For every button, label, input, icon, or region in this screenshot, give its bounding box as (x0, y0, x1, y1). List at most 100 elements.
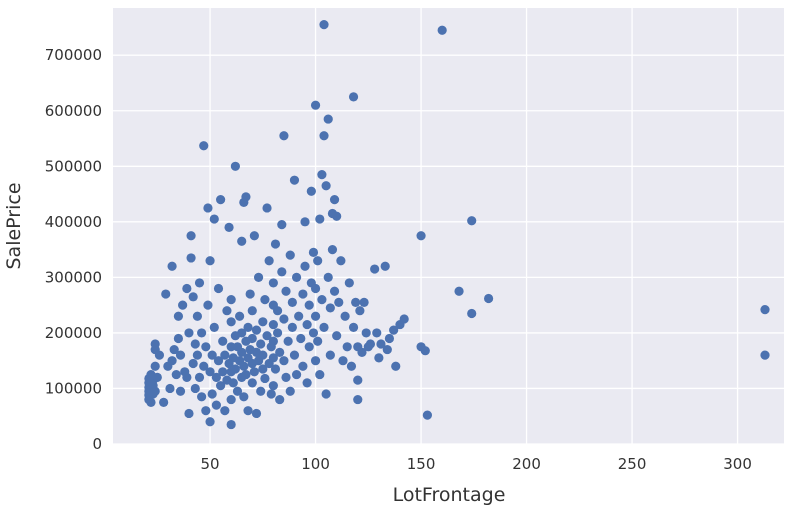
data-point (275, 394, 285, 405)
data-point (454, 286, 464, 296)
data-point (226, 342, 236, 352)
data-point (296, 333, 306, 344)
data-point (760, 350, 770, 360)
data-point (239, 392, 249, 402)
data-point (167, 356, 177, 366)
data-point (182, 283, 192, 294)
data-point (203, 203, 213, 213)
x-tick-label: 50 (201, 455, 220, 473)
data-point (256, 386, 266, 396)
data-point (226, 294, 236, 305)
data-point (327, 245, 338, 255)
data-point (230, 364, 240, 374)
data-point (247, 378, 257, 388)
data-point (365, 339, 376, 349)
data-point (237, 347, 247, 357)
data-point (355, 306, 365, 316)
data-point (291, 272, 302, 282)
data-point (281, 372, 291, 382)
data-point (298, 361, 308, 371)
data-point (315, 369, 325, 380)
data-point (268, 278, 278, 288)
data-point (175, 350, 186, 360)
data-point (467, 216, 477, 226)
data-point (197, 328, 207, 338)
y-tick-label: 700000 (45, 46, 102, 64)
data-point (251, 408, 262, 419)
data-point (207, 389, 217, 399)
data-point (258, 317, 268, 327)
data-point (220, 350, 230, 360)
data-point (329, 286, 340, 296)
data-point (353, 375, 363, 385)
x-tick-label: 150 (407, 455, 436, 473)
data-point (192, 350, 203, 360)
data-point (437, 25, 447, 35)
grid-lines (113, 8, 784, 445)
data-point (243, 322, 253, 332)
data-point (270, 239, 281, 249)
data-point (222, 306, 232, 316)
x-axis-label: LotFrontage (393, 484, 506, 506)
data-point (226, 317, 236, 327)
data-point (310, 283, 321, 294)
data-point (173, 311, 184, 321)
data-point (353, 394, 363, 405)
data-point (300, 217, 310, 227)
data-point (232, 386, 243, 396)
data-point (241, 192, 251, 202)
data-point (285, 250, 295, 260)
data-point (190, 383, 200, 394)
data-point (315, 214, 325, 224)
data-point (329, 195, 340, 205)
data-point (308, 247, 319, 257)
data-point (313, 256, 323, 266)
data-point (226, 419, 236, 430)
data-point (247, 333, 257, 344)
data-point (279, 131, 289, 141)
data-point (370, 264, 380, 274)
data-point (351, 297, 361, 307)
data-point (346, 361, 357, 371)
data-point (173, 333, 184, 344)
data-point (334, 297, 344, 307)
data-point (188, 358, 198, 369)
data-point (184, 408, 194, 419)
data-point (199, 141, 209, 151)
data-point (201, 342, 211, 352)
data-point (344, 278, 354, 288)
data-point (207, 350, 217, 360)
data-point (281, 286, 291, 296)
data-point (422, 410, 432, 420)
data-point (279, 314, 289, 324)
data-point (213, 283, 224, 294)
data-point (382, 344, 392, 355)
data-point (199, 361, 209, 371)
y-axis-label: SalePrice (3, 182, 25, 269)
data-point (268, 353, 278, 363)
data-point (182, 372, 192, 382)
data-point (216, 381, 226, 391)
data-point (264, 256, 274, 266)
data-point (216, 195, 226, 205)
data-point (245, 289, 255, 299)
y-tick-label: 0 (92, 435, 102, 453)
data-point (298, 289, 308, 299)
data-point (287, 297, 297, 307)
data-point (266, 389, 276, 399)
data-point (289, 350, 300, 360)
data-point (218, 367, 228, 377)
data-point (260, 294, 270, 305)
data-point (308, 328, 319, 338)
data-point (372, 328, 382, 338)
data-point (289, 175, 300, 185)
y-tick-label: 600000 (45, 102, 102, 120)
data-point (211, 400, 221, 410)
data-point (317, 170, 327, 180)
data-point (262, 331, 272, 341)
data-point (374, 353, 384, 363)
data-point (213, 356, 224, 366)
data-point (171, 369, 181, 380)
x-tick-label: 250 (618, 455, 647, 473)
